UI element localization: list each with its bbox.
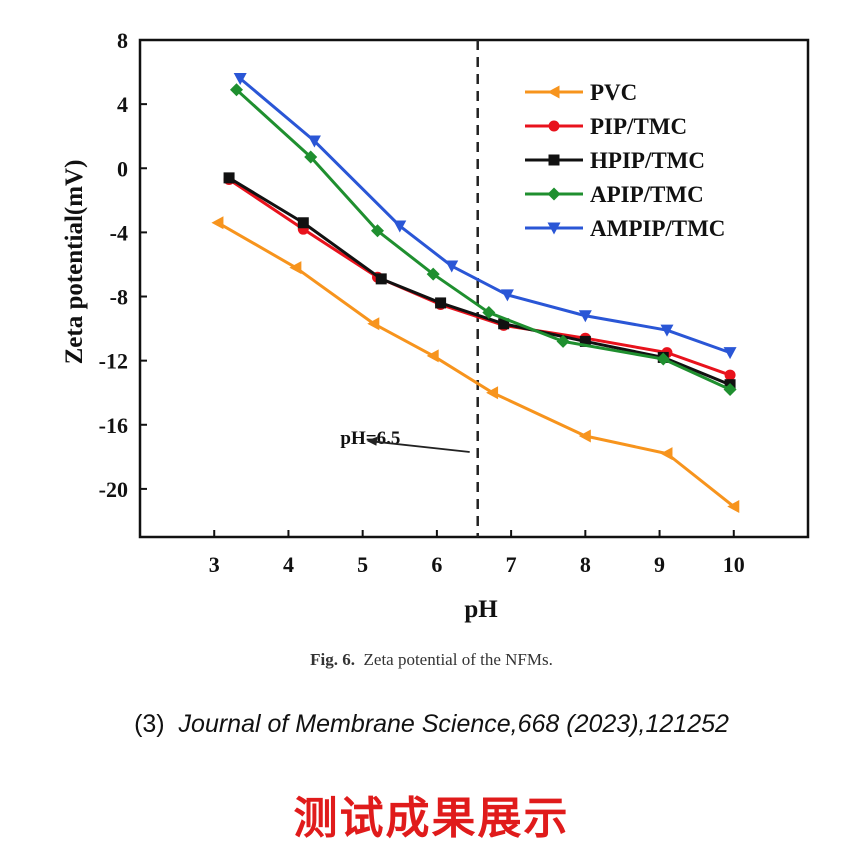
x-axis-title: pH [464,596,498,623]
y-tick-label: 0 [117,156,128,181]
figure-caption-label: Fig. 6. [310,650,356,669]
data-point-ampip-tmc [307,135,321,148]
data-point-apip-tmc [304,150,318,164]
series-line-apip-tmc [235,88,731,391]
citation: (3) Journal of Membrane Science,668 (202… [0,710,863,739]
axis-ticks: 3 4 5 6 7 8 9 10 8 4 0 -4 -8 -12 -16 -20 [99,28,745,577]
data-point-ampip-tmc [660,324,674,337]
legend-marker-apip-tmc [547,187,561,201]
data-point-pip-tmc [724,369,736,381]
banner-title: 测试成果展示 [293,793,570,844]
data-point-pvc [289,261,302,275]
x-tick-label: 3 [209,552,220,577]
data-point-apip-tmc [656,352,670,366]
citation-journal: Journal of Membrane Science,668 (2023),1… [178,710,729,738]
series-pvc [211,216,740,514]
series-ampip-tmc [233,72,737,360]
data-point-pvc [426,349,439,363]
legend-label-apip-tmc: APIP/TMC [590,182,704,207]
zeta-potential-chart: 3 4 5 6 7 8 9 10 8 4 0 -4 -8 -12 -16 -20 pH=6.5 PVC PIP/… [61,28,810,623]
data-series [211,72,740,514]
data-point-apip-tmc [723,383,737,397]
data-point-pvc [211,216,224,230]
data-point-ampip-tmc [500,289,514,302]
data-point-apip-tmc [371,224,385,238]
series-line-ampip-tmc [239,77,731,355]
x-tick-label: 5 [357,552,368,577]
x-tick-label: 6 [431,552,442,577]
reference-arrow-head [366,436,378,446]
legend-label-pip-tmc: PIP/TMC [590,114,687,139]
data-point-apip-tmc [426,267,440,281]
figure-caption: Fig. 6. Zeta potential of the NFMs. [0,650,863,670]
y-axis-title: Zeta potential(mV) [61,160,88,365]
series-line-hpip-tmc [228,176,731,387]
y-tick-label: 8 [117,28,128,53]
legend-label-hpip-tmc: HPIP/TMC [590,148,705,173]
legend-item-ampip-tmc: AMPIP/TMC [525,216,725,241]
y-tick-label: -20 [99,477,128,502]
series-line-pvc [217,221,735,508]
data-point-apip-tmc [482,306,496,320]
data-point-ampip-tmc [233,72,247,85]
y-tick-label: -8 [110,285,128,310]
series-apip-tmc [229,83,737,397]
x-tick-label: 9 [654,552,665,577]
plot-border [138,38,810,539]
legend-item-apip-tmc: APIP/TMC [525,182,704,207]
figure-caption-text: Zeta potential of the NFMs. [363,650,553,669]
data-point-ampip-tmc [393,220,407,233]
x-tick-label: 4 [283,552,294,577]
x-tick-label: 8 [580,552,591,577]
data-point-pvc [578,429,591,443]
legend-label-ampip-tmc: AMPIP/TMC [590,216,725,241]
data-point-hpip-tmc [297,217,309,229]
reference-line: pH=6.5 [340,40,479,537]
data-point-pvc [486,386,499,400]
data-point-hpip-tmc [435,297,447,309]
x-tick-label: 7 [506,552,517,577]
legend-item-hpip-tmc: HPIP/TMC [525,148,705,173]
data-point-pvc [660,447,673,461]
legend-item-pip-tmc: PIP/TMC [525,114,687,139]
data-point-hpip-tmc [223,172,235,184]
y-tick-label: -16 [99,413,128,438]
legend: PVC PIP/TMC HPIP/TMC APIP/TMC AMPIP/TMC [525,80,725,241]
legend-marker-ampip-tmc [547,222,561,235]
legend-label-pvc: PVC [590,80,637,105]
legend-marker-pip-tmc [548,120,560,132]
data-point-ampip-tmc [723,347,737,360]
data-point-hpip-tmc [498,318,510,330]
data-point-ampip-tmc [445,260,459,273]
legend-marker-hpip-tmc [548,154,560,166]
y-tick-label: -4 [110,220,128,245]
reference-arrow-shaft [376,440,470,453]
data-point-pvc [367,317,380,331]
y-tick-label: -12 [99,349,128,374]
series-line-pip-tmc [228,178,731,377]
data-point-hpip-tmc [579,335,591,347]
plot-frame [138,38,810,539]
legend-item-pvc: PVC [525,80,637,105]
reference-annotation-label: pH=6.5 [340,428,400,449]
data-point-hpip-tmc [375,273,387,285]
data-point-pvc [727,500,740,514]
x-tick-label: 10 [723,552,745,577]
legend-marker-pvc [547,85,560,99]
citation-number: (3) [134,710,165,738]
y-tick-label: 4 [117,92,128,117]
data-point-apip-tmc [556,334,570,348]
data-point-ampip-tmc [578,310,592,323]
data-point-apip-tmc [229,83,243,97]
